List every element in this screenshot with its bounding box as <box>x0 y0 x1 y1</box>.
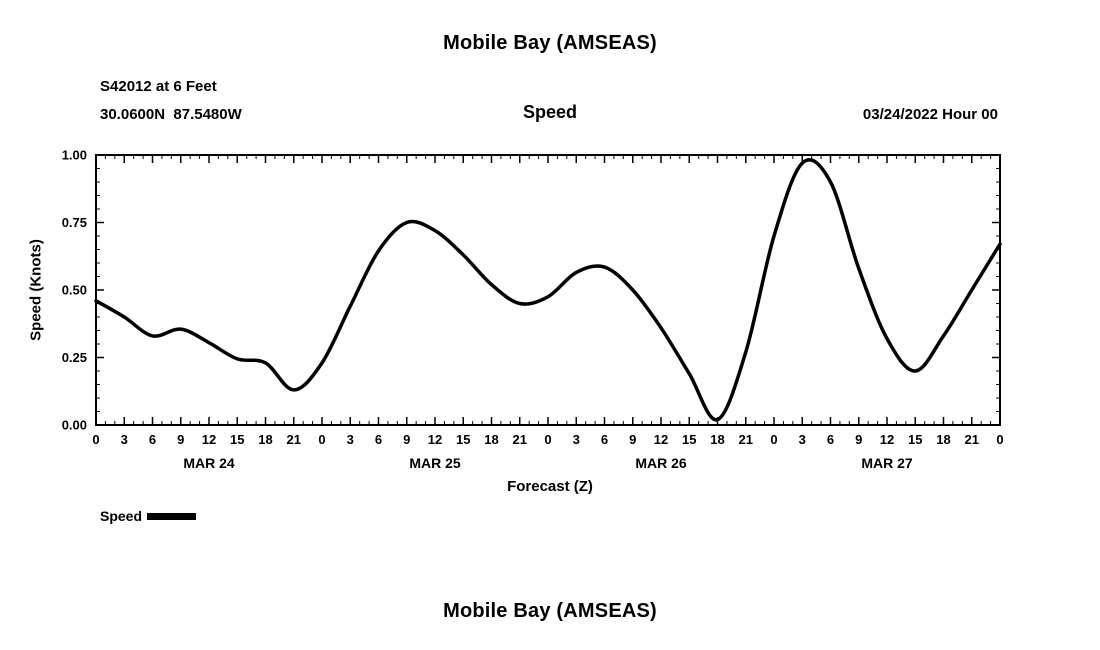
y-tick-label: 0.50 <box>62 283 87 298</box>
x-tick-label: 21 <box>965 432 979 447</box>
x-tick-label: 12 <box>880 432 894 447</box>
x-tick-label: 18 <box>258 432 272 447</box>
x-tick-label: 0 <box>770 432 777 447</box>
station-coordinates: 30.0600N 87.5480W <box>100 106 242 123</box>
y-axis-label: Speed (Knots) <box>27 239 45 341</box>
x-tick-label: 6 <box>375 432 382 447</box>
x-tick-label: 18 <box>484 432 498 447</box>
speed-line <box>94 158 1002 422</box>
x-tick-label: 15 <box>908 432 922 447</box>
x-tick-label: 15 <box>230 432 244 447</box>
chart-subtitle: Speed <box>522 102 578 122</box>
x-tick-label: 3 <box>573 432 580 447</box>
x-tick-label: 6 <box>149 432 156 447</box>
x-tick-label: 21 <box>513 432 527 447</box>
x-tick-label: 0 <box>996 432 1003 447</box>
x-tick-label: 3 <box>347 432 354 447</box>
x-tick-label: 3 <box>799 432 806 447</box>
day-label: MAR 26 <box>635 455 687 471</box>
x-tick-label: 6 <box>827 432 834 447</box>
chart-title-top: Mobile Bay (AMSEAS) <box>443 32 657 54</box>
x-tick-label: 0 <box>544 432 551 447</box>
x-tick-label: 15 <box>456 432 470 447</box>
x-tick-label: 3 <box>121 432 128 447</box>
plot-frame <box>95 154 1001 426</box>
y-tick-label: 1.00 <box>62 148 87 163</box>
forecast-datetime: 03/24/2022 Hour 00 <box>862 106 998 123</box>
x-tick-label: 15 <box>682 432 696 447</box>
x-tick-label: 9 <box>403 432 410 447</box>
x-tick-label: 9 <box>177 432 184 447</box>
y-tick-label: 0.75 <box>62 215 87 230</box>
x-tick-label: 18 <box>710 432 724 447</box>
x-tick-label: 12 <box>654 432 668 447</box>
x-tick-label: 9 <box>629 432 636 447</box>
x-tick-label: 6 <box>601 432 608 447</box>
day-label: MAR 25 <box>409 455 461 471</box>
day-label: MAR 24 <box>183 455 235 471</box>
chart-title-bottom: Mobile Bay (AMSEAS) <box>443 600 657 622</box>
x-tick-label: 9 <box>855 432 862 447</box>
x-axis-label: Forecast (Z) <box>507 478 593 495</box>
x-tick-label: 0 <box>318 432 325 447</box>
x-tick-label: 0 <box>92 432 99 447</box>
x-tick-label: 12 <box>428 432 442 447</box>
legend-label: Speed <box>100 508 143 524</box>
y-tick-label: 0.00 <box>62 418 87 433</box>
legend-line-swatch <box>147 512 197 520</box>
station-id: S42012 at 6 Feet <box>100 78 217 95</box>
y-tick-label: 0.25 <box>62 350 87 365</box>
x-tick-label: 21 <box>287 432 301 447</box>
day-label: MAR 27 <box>861 455 913 471</box>
x-tick-label: 18 <box>936 432 950 447</box>
legend: Speed <box>100 508 197 524</box>
x-tick-label: 12 <box>202 432 216 447</box>
x-tick-label: 21 <box>739 432 753 447</box>
